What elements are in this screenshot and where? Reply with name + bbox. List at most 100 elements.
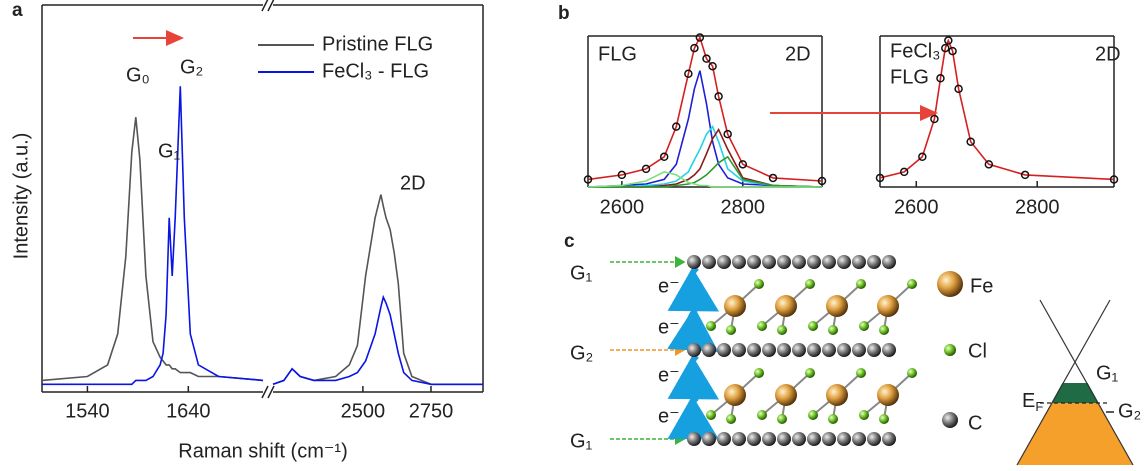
- data-point: [617, 170, 627, 180]
- x-tick-label: 2600: [894, 196, 939, 218]
- data-point: [684, 69, 693, 78]
- carbon-atom: [747, 343, 761, 357]
- y-axis-label: Intensity (a.u.): [10, 133, 32, 260]
- data-point: [948, 46, 957, 56]
- carbon-atom: [777, 343, 791, 357]
- legend-c: [942, 412, 958, 428]
- carbon-atom: [867, 255, 881, 269]
- cl-atom: [706, 410, 716, 420]
- doped-states: [1051, 383, 1099, 403]
- cone-g1: G₁: [1096, 362, 1119, 384]
- cl-atom: [856, 279, 866, 289]
- input-label: G₂: [570, 342, 593, 364]
- data-point: [966, 137, 975, 146]
- axis-break: [261, 385, 269, 399]
- carbon-atom: [717, 343, 731, 357]
- fe-atom: [724, 384, 746, 406]
- carbon-atom: [822, 343, 836, 357]
- cl-atom: [859, 321, 869, 331]
- axis-break: [261, 0, 269, 12]
- transfer-arrow: [667, 354, 720, 400]
- carbon-atom: [867, 343, 881, 357]
- x-tick-label: 2600: [600, 196, 645, 218]
- data-point: [817, 176, 827, 186]
- fe-atom: [877, 384, 899, 406]
- fermi-main: E: [1022, 390, 1035, 412]
- cl-atom: [808, 321, 818, 331]
- cl-atom: [879, 325, 889, 335]
- fe-atom: [775, 295, 797, 317]
- input-label: G₁: [570, 430, 593, 452]
- input-label: G₁: [570, 262, 593, 284]
- spectrum-line: [587, 35, 823, 182]
- carbon-atom: [852, 255, 866, 269]
- fermi-label: EF: [1022, 390, 1043, 414]
- fermi-sub: F: [1035, 399, 1043, 414]
- annotation: FLG: [598, 43, 637, 65]
- spectrum-line: [588, 125, 823, 188]
- carbon-atom: [837, 255, 851, 269]
- cl-atom: [859, 410, 869, 420]
- annotation: G₀: [126, 64, 150, 86]
- fe-atom: [724, 295, 746, 317]
- electron-label: e⁻: [658, 364, 680, 386]
- carbon-atom: [717, 432, 731, 446]
- data-point: [641, 164, 651, 174]
- data-point: [1020, 170, 1030, 180]
- carbon-atom: [702, 343, 716, 357]
- carbon-atom: [807, 343, 821, 357]
- carbon-atom: [777, 255, 791, 269]
- cl-atom: [808, 410, 818, 420]
- electron-label: e⁻: [658, 275, 680, 297]
- panel-letter: c: [564, 231, 575, 252]
- cl-atom: [856, 368, 866, 378]
- annotation: FLG: [890, 66, 929, 88]
- cone-line: [1039, 299, 1134, 466]
- carbon-atom: [852, 432, 866, 446]
- carbon-atom: [732, 343, 746, 357]
- carbon-atom: [702, 432, 716, 446]
- carbon-atom: [702, 255, 716, 269]
- data-point: [984, 160, 994, 169]
- carbon-atom: [792, 432, 806, 446]
- carbon-atom: [717, 255, 731, 269]
- data-point: [944, 36, 953, 45]
- plot: 2600 2800 FeCl₃ FLG 2D: [875, 35, 1121, 218]
- cone-g2: G₂: [1118, 400, 1141, 422]
- annotation: 2D: [785, 43, 811, 65]
- legend-cl: [944, 344, 956, 356]
- legend-fe: [937, 271, 963, 297]
- cl-atom: [754, 279, 764, 289]
- fe-atom: [826, 384, 848, 406]
- carbon-atom: [792, 255, 806, 269]
- carbon-atom: [867, 432, 881, 446]
- legend-label: C: [968, 412, 982, 434]
- carbon-atom: [807, 432, 821, 446]
- data-point: [583, 175, 593, 184]
- carbon-atom: [687, 343, 701, 357]
- cl-atom: [726, 325, 736, 335]
- plot: 2500 2750 2D: [272, 4, 484, 422]
- electron-label: e⁻: [658, 316, 680, 338]
- spectrum-line: [41, 117, 264, 382]
- data-point: [768, 173, 778, 183]
- carbon-atom: [837, 343, 851, 357]
- cl-atom: [907, 368, 917, 378]
- carbon-atom: [732, 432, 746, 446]
- x-tick-label: 2500: [341, 400, 386, 422]
- electron-label: e⁻: [658, 405, 680, 427]
- data-point: [695, 33, 705, 42]
- carbon-atom: [747, 432, 761, 446]
- carbon-atom: [822, 432, 836, 446]
- cl-atom: [757, 410, 767, 420]
- x-tick-label: 1640: [166, 400, 211, 422]
- annotation: FeCl₃: [890, 40, 940, 62]
- data-point: [899, 167, 909, 177]
- spectrum-line: [587, 171, 822, 188]
- carbon-atom: [732, 255, 746, 269]
- data-point: [714, 92, 723, 101]
- data-point: [690, 43, 699, 53]
- panel-letter: a: [12, 0, 23, 21]
- data-point: [708, 61, 717, 71]
